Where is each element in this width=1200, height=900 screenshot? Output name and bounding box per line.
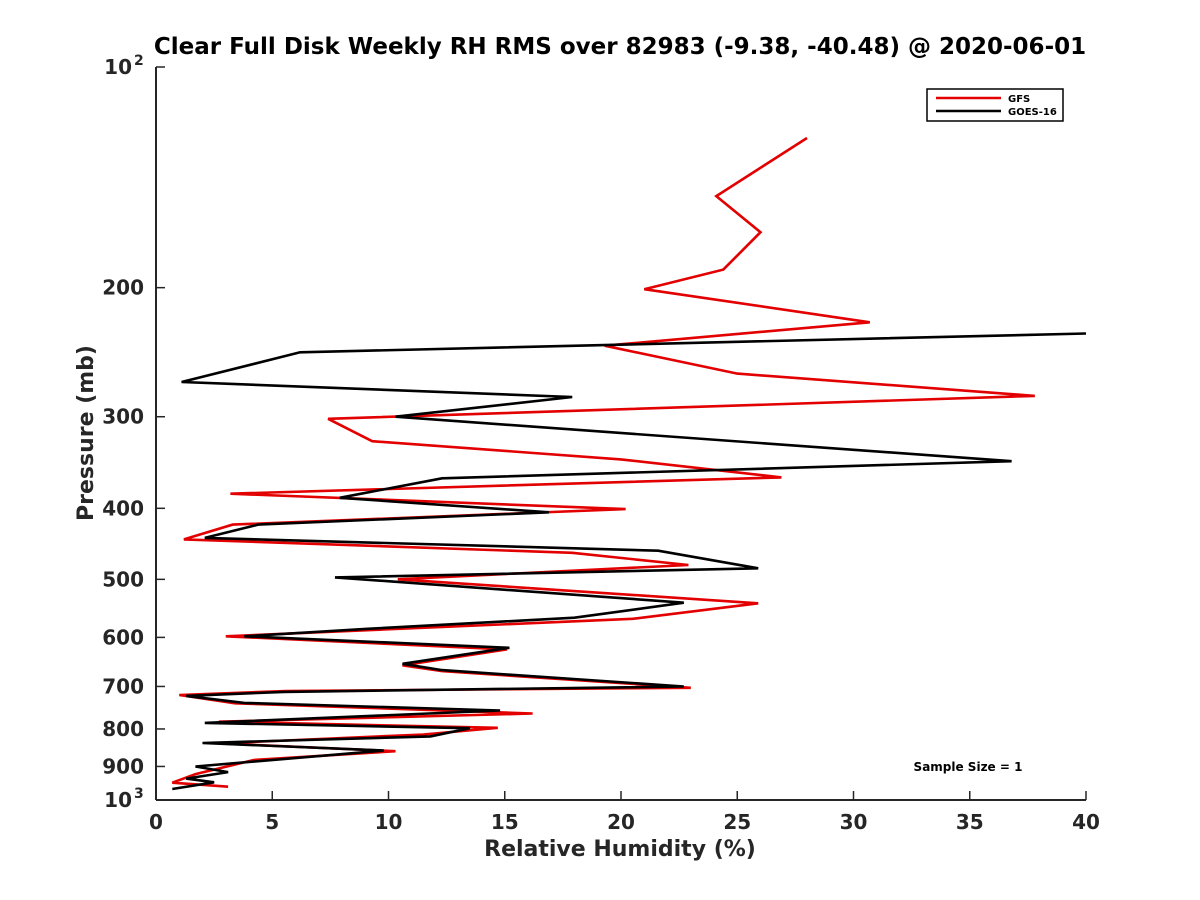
x-tick-label-0: 0 — [149, 810, 163, 834]
x-tick-label-25: 25 — [723, 810, 751, 834]
x-tick-label-40: 40 — [1072, 810, 1100, 834]
x-tick-label-20: 20 — [607, 810, 635, 834]
y-tick-label-700: 700 — [102, 674, 144, 698]
y-tick-label-1000: 10 — [104, 788, 132, 812]
series-line-goes-16 — [172, 332, 1087, 791]
y-axis-title: Pressure (mb) — [74, 345, 99, 521]
x-tick-label-5: 5 — [265, 810, 279, 834]
x-tick-label-15: 15 — [491, 810, 519, 834]
x-tick-label-10: 10 — [375, 810, 403, 834]
legend-label-goes-16: GOES-16 — [1008, 107, 1057, 118]
x-tick-label-35: 35 — [956, 810, 984, 834]
y-tick-label-200: 200 — [102, 276, 144, 300]
legend-label-gfs: GFS — [1008, 94, 1030, 105]
y-tick-label-900: 900 — [102, 754, 144, 778]
legend: GFS GOES-16 — [926, 88, 1064, 122]
y-tick-label-100: 10 — [104, 55, 132, 79]
sample-size-annotation: Sample Size = 1 — [914, 760, 1023, 774]
y-tick-label-800: 800 — [102, 717, 144, 741]
y-tick-label-400: 400 — [102, 496, 144, 520]
y-tick-exponent-100: 2 — [134, 53, 144, 69]
y-tick-label-500: 500 — [102, 567, 144, 591]
x-axis-title: Relative Humidity (%) — [484, 837, 756, 862]
series-layer — [171, 136, 1087, 791]
y-tick-exponent-1000: 3 — [134, 786, 144, 802]
y-tick-label-600: 600 — [102, 625, 144, 649]
chart-title: Clear Full Disk Weekly RH RMS over 82983… — [154, 34, 1086, 60]
legend-box — [926, 88, 1064, 122]
x-tick-label-30: 30 — [840, 810, 868, 834]
y-tick-label-300: 300 — [102, 405, 144, 429]
